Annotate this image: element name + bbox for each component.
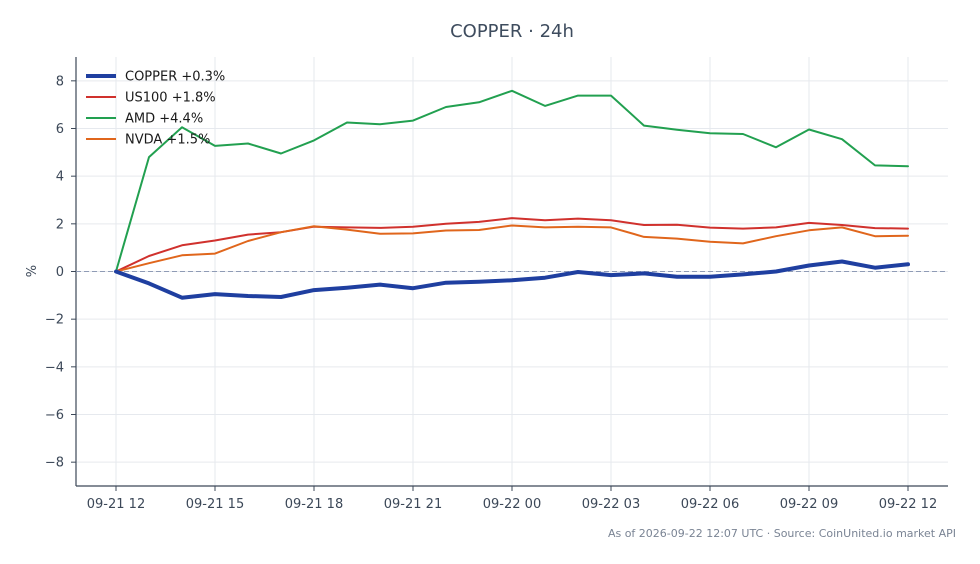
x-tick-label: 09-22 09 [780, 497, 838, 512]
y-tick-label: 4 [56, 170, 64, 185]
chart-title: COPPER · 24h [450, 21, 574, 42]
y-tick-label: −6 [45, 408, 64, 423]
series-line-nvda [115, 224, 909, 273]
x-tick-label: 09-22 03 [582, 497, 640, 512]
x-tick-label: 09-21 12 [87, 497, 145, 512]
y-axis-label: % [25, 265, 40, 277]
y-tick-label: 8 [56, 74, 64, 89]
y-tick-label: −2 [45, 313, 64, 328]
y-tick-label: 0 [56, 265, 64, 280]
legend-label-us100: US100 +1.8% [125, 91, 216, 106]
axes: −8 −6 −4 −2 0 2 4 6 8 09-21 12 09-21 15 09-21 18 09-… [45, 57, 948, 512]
legend: COPPER +0.3% US100 +1.8% AMD +4.4% NVDA +1.… [86, 70, 225, 148]
x-tick-label: 09-22 00 [483, 497, 541, 512]
series-line-amd [115, 89, 909, 273]
y-tick-label: 6 [56, 122, 64, 137]
legend-label-copper: COPPER +0.3% [125, 70, 225, 85]
y-tick-label: −4 [45, 360, 64, 375]
series-lines [76, 89, 948, 300]
legend-label-amd: AMD +4.4% [125, 112, 203, 127]
x-tick-label: 09-21 15 [186, 497, 244, 512]
y-tick-label: −8 [45, 456, 64, 471]
source-footer: As of 2026-09-22 12:07 UTC · Source: Coi… [608, 527, 956, 540]
y-tick-label: 2 [56, 217, 64, 232]
series-line-copper [114, 259, 910, 300]
legend-label-nvda: NVDA +1.5% [125, 133, 210, 148]
x-tick-label: 09-22 06 [681, 497, 739, 512]
series-line-us100 [115, 217, 909, 273]
x-tick-label: 09-21 18 [285, 497, 343, 512]
x-tick-label: 09-21 21 [384, 497, 442, 512]
x-tick-label: 09-22 12 [879, 497, 937, 512]
